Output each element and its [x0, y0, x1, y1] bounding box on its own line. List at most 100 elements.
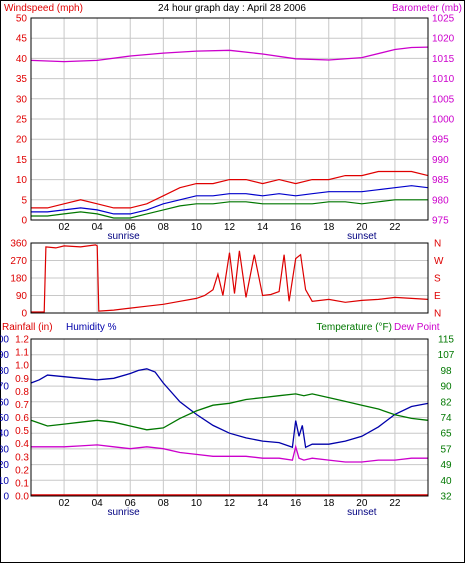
windspeed-tick: 35: [16, 74, 28, 85]
windspeed-tick: 15: [16, 155, 28, 166]
hour-tick: 16: [290, 498, 302, 509]
direction-degree-tick: 90: [16, 291, 28, 302]
humidity-tick: 10: [0, 476, 9, 487]
windspeed-tick: 40: [16, 54, 28, 65]
plot-border: [30, 17, 429, 221]
hour-tick: 14: [257, 222, 269, 233]
hour-tick: 02: [59, 498, 71, 509]
hour-tick-labels: 02 04 06 08 10 12 14 16 18 20 22: [59, 498, 401, 509]
rainfall-tick: 0.3: [15, 452, 29, 463]
hour-tick: 18: [323, 498, 335, 509]
direction-degree-tick: 180: [10, 274, 27, 285]
direction-compass-tick: S: [434, 274, 441, 285]
humidity-tick: 20: [0, 460, 9, 471]
rainfall-tick: 0.0: [15, 492, 29, 503]
humidity-tick-labels: 0 10 20 30 40 50 60 70 80 90 100: [0, 335, 9, 503]
series-line-3: [30, 46, 429, 63]
barometer-tick: 995: [432, 135, 449, 146]
series-line-1: [31, 185, 429, 215]
series-line-0: [30, 368, 429, 449]
humidity-tick: 70: [0, 382, 9, 393]
hour-tick: 14: [257, 498, 269, 509]
gridlines: [31, 18, 428, 220]
hour-tick: 22: [389, 222, 401, 233]
wind-direction-line: [31, 244, 429, 313]
barometer-tick: 975: [432, 216, 449, 227]
rainfall-tick: 1.1: [15, 348, 29, 359]
direction-compass-tick: N: [434, 309, 441, 320]
hour-tick: 04: [92, 222, 104, 233]
windspeed-tick: 25: [16, 115, 28, 126]
barometer-tick: 985: [432, 175, 449, 186]
sunset-label: sunset: [347, 231, 377, 242]
humidity-tick: 40: [0, 429, 9, 440]
series-line-2: [31, 444, 428, 463]
hour-tick-labels: 02 04 06 08 10 12 14 16 18 20 22: [59, 222, 401, 233]
temperature-tick: 107: [438, 350, 455, 361]
temperature-tick: 115: [438, 335, 454, 346]
windspeed-tick: 30: [16, 94, 28, 105]
rainfall-tick: 1.2: [15, 335, 29, 346]
dewpoint-axis-label: Dew Point: [394, 322, 440, 333]
barometer-tick: 1005: [432, 94, 455, 105]
hour-tick: 12: [224, 498, 236, 509]
temperature-tick: 40: [440, 476, 452, 487]
temperature-axis-label: Temperature (°F): [316, 322, 392, 333]
hour-tick: 10: [191, 222, 203, 233]
temperature-tick: 49: [440, 460, 452, 471]
rainfall-tick: 0.5: [15, 426, 29, 437]
hour-tick: 10: [191, 498, 203, 509]
temperature-tick: 57: [440, 444, 452, 455]
hour-tick: 02: [59, 222, 71, 233]
plot-border: [30, 338, 429, 497]
temperature-tick: 90: [440, 382, 452, 393]
rainfall-tick: 0.7: [15, 400, 29, 411]
windspeed-tick: 20: [16, 135, 28, 146]
hour-tick: 06: [125, 498, 137, 509]
temperature-tick: 98: [440, 366, 452, 377]
rainfall-tick: 0.6: [15, 413, 29, 424]
hour-tick: 16: [290, 222, 302, 233]
barometer-tick: 1010: [432, 74, 455, 85]
hour-tick: 20: [356, 498, 368, 509]
temperature-tick: 32: [440, 492, 452, 503]
plot-border: [30, 242, 429, 314]
rainfall-tick: 0.9: [15, 374, 29, 385]
sunrise-label: sunrise: [108, 507, 141, 518]
sunset-label: sunset: [347, 507, 377, 518]
hour-tick: 12: [224, 222, 236, 233]
temperature-tick: 82: [440, 397, 452, 408]
hour-tick: 08: [158, 222, 170, 233]
direction-degree-tick: 360: [10, 239, 27, 250]
rain-humidity-temperature-panel: 0102030405060708090100 0.00.10.20.30.40.…: [0, 335, 455, 519]
sunrise-label: sunrise: [108, 231, 141, 242]
direction-compass-tick: W: [434, 256, 444, 267]
hour-tick: 22: [389, 498, 401, 509]
rainfall-tick: 0.1: [15, 478, 29, 489]
barometer-tick: 1020: [432, 34, 455, 45]
chart-title: 24 hour graph day : April 28 2006: [158, 3, 306, 14]
barometer-tick: 1000: [432, 115, 455, 126]
hour-tick: 04: [92, 498, 104, 509]
barometer-tick: 980: [432, 195, 449, 206]
direction-compass-tick: N: [434, 239, 441, 250]
barometer-tick-labels: 975 980 985 990 995 1000 1005 1010 1015 1020 1025: [432, 14, 455, 227]
humidity-tick: 60: [0, 397, 9, 408]
humidity-axis-label: Humidity %: [66, 322, 117, 333]
hour-tick: 18: [323, 222, 335, 233]
direction-degree-tick: 270: [10, 256, 27, 267]
direction-degree-labels: 0 90 180 270 360: [10, 239, 27, 320]
barometer-tick: 1025: [432, 14, 455, 25]
direction-series: [31, 244, 429, 313]
windspeed-tick: 10: [16, 175, 28, 186]
series-line-2: [31, 199, 428, 219]
barometer-tick: 990: [432, 155, 449, 166]
rainfall-tick-labels: 0.0 0.1 0.2 0.3 0.4 0.5 0.6 0.7 0.8 0.9 1.0 1.1 1.2: [15, 335, 29, 503]
temperature-tick: 65: [440, 429, 452, 440]
windspeed-tick-labels: 0 5 10 15 20 25 30 35 40 45 50: [16, 14, 28, 227]
humidity-tick: 30: [0, 444, 9, 455]
humidity-tick: 0: [3, 492, 9, 503]
